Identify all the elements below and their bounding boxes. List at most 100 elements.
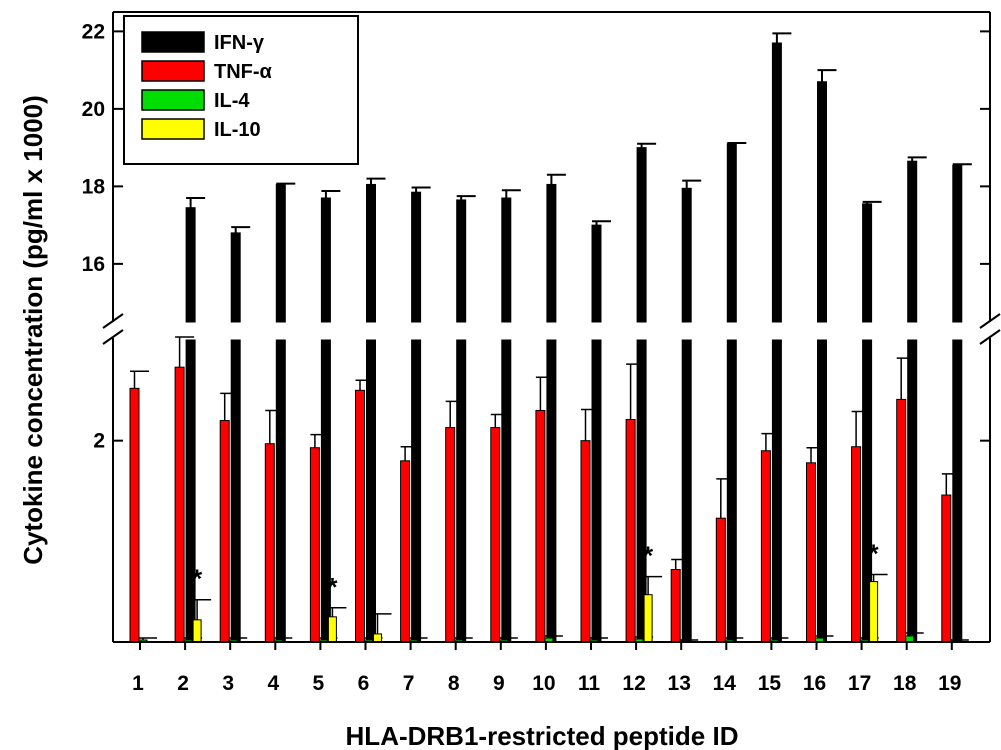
bar-tnf-alpha-3 [219, 420, 230, 643]
bar-ifn-gamma-lower-19 [952, 339, 963, 643]
bar-tnf-alpha-12 [625, 419, 636, 643]
legend: IFN-γ TNF-α IL-4 IL-10 [123, 15, 359, 165]
bar-ifn-gamma-11 [591, 224, 602, 323]
x-tick-label: 6 [358, 672, 370, 695]
x-tick-label: 11 [578, 672, 601, 695]
bar-ifn-gamma-8 [456, 199, 467, 323]
legend-label: IL-4 [214, 90, 250, 112]
bar-ifn-gamma-12 [636, 147, 647, 323]
bar-ifn-gamma-lower-10 [546, 339, 557, 643]
bar-tnf-alpha-4 [264, 443, 275, 643]
x-tick-label: 15 [758, 672, 782, 695]
significance-star: * [192, 564, 203, 594]
bar-ifn-gamma-lower-15 [771, 339, 782, 643]
x-tick-label: 10 [532, 672, 555, 695]
bar-tnf-alpha-1 [129, 387, 140, 643]
y-tick-label: 20 [82, 98, 105, 121]
axis-break-mark [979, 329, 1001, 345]
bar-ifn-gamma-3 [230, 232, 241, 323]
x-tick-label: 18 [893, 672, 917, 695]
x-tick-label: 5 [313, 672, 325, 695]
x-tick-label: 14 [713, 672, 737, 695]
bar-il-10-17 [869, 581, 879, 643]
bar-tnf-alpha-8 [445, 427, 456, 643]
y-tick-label: 18 [82, 175, 106, 198]
bar-ifn-gamma-17 [862, 203, 873, 323]
axis-break-mark [102, 313, 124, 329]
y-axis-title: Cytokine concentration (pg/ml x 1000) [18, 95, 48, 565]
significance-star: * [869, 539, 880, 569]
bar-tnf-alpha-17 [851, 446, 862, 643]
bar-ifn-gamma-10 [546, 183, 557, 323]
bar-ifn-gamma-lower-18 [907, 339, 918, 643]
x-tick-label: 13 [668, 672, 691, 695]
bar-tnf-alpha-11 [580, 440, 591, 643]
bar-tnf-alpha-13 [670, 569, 681, 643]
bar-il-10-6 [373, 633, 382, 643]
bar-tnf-alpha-2 [174, 366, 185, 643]
bar-tnf-alpha-7 [400, 460, 411, 643]
bar-ifn-gamma-16 [817, 81, 827, 323]
bar-tnf-alpha-5 [309, 447, 320, 643]
bar-ifn-gamma-lower-2 [185, 339, 196, 643]
bar-il-10-2 [192, 619, 202, 643]
legend-label: IL-10 [214, 119, 261, 141]
x-tick-label: 16 [803, 672, 826, 695]
x-tick-label: 17 [848, 672, 871, 695]
bar-ifn-gamma-19 [952, 164, 963, 323]
bar-ifn-gamma-lower-7 [411, 339, 422, 643]
bar-il-10-5 [327, 616, 337, 643]
bar-ifn-gamma-15 [771, 42, 782, 323]
bar-ifn-gamma-lower-4 [275, 339, 286, 643]
bar-ifn-gamma-14 [726, 143, 737, 323]
x-tick-label: 19 [938, 672, 961, 695]
x-tick-label: 7 [403, 672, 415, 695]
y-tick-label: 2 [93, 430, 105, 453]
legend-swatch [141, 60, 205, 82]
legend-label: TNF-α [214, 61, 273, 83]
bar-ifn-gamma-lower-13 [681, 339, 692, 643]
bar-tnf-alpha-18 [896, 398, 907, 643]
significance-star: * [643, 541, 654, 571]
bar-ifn-gamma-lower-16 [817, 339, 827, 643]
bar-ifn-gamma-lower-11 [591, 339, 602, 643]
x-tick-label: 4 [267, 672, 279, 695]
bar-ifn-gamma-18 [907, 160, 918, 323]
legend-swatch [141, 118, 205, 140]
bar-ifn-gamma-lower-14 [726, 339, 737, 643]
bar-il-10-12 [643, 594, 653, 643]
axis-break-mark [102, 329, 124, 345]
x-tick-label: 8 [448, 672, 460, 695]
x-tick-label: 12 [622, 672, 645, 695]
significance-star: * [327, 572, 338, 602]
bar-tnf-alpha-6 [355, 389, 365, 643]
bar-tnf-alpha-16 [806, 462, 816, 643]
bar-ifn-gamma-lower-8 [456, 339, 467, 643]
bar-ifn-gamma-9 [501, 197, 512, 323]
bar-ifn-gamma-13 [681, 187, 692, 323]
x-tick-label: 2 [177, 672, 189, 695]
axis-break-mark [979, 313, 1001, 329]
bar-ifn-gamma-lower-3 [230, 339, 241, 643]
bar-tnf-alpha-10 [535, 409, 546, 643]
legend-swatch [141, 89, 205, 111]
bar-ifn-gamma-lower-9 [501, 339, 512, 643]
x-axis-title: HLA-DRB1-restricted peptide ID [346, 721, 739, 750]
bar-ifn-gamma-4 [275, 183, 286, 323]
bar-tnf-alpha-9 [490, 427, 501, 643]
bar-tnf-alpha-14 [715, 517, 726, 643]
y-tick-label: 16 [82, 253, 105, 276]
bar-ifn-gamma-7 [411, 191, 422, 323]
legend-label: IFN-γ [214, 32, 265, 54]
bar-ifn-gamma-2 [185, 207, 196, 323]
legend-swatch [141, 31, 205, 53]
bar-tnf-alpha-19 [941, 494, 952, 643]
bar-ifn-gamma-5 [320, 197, 331, 323]
bar-ifn-gamma-lower-6 [366, 339, 376, 643]
x-tick-label: 3 [222, 672, 234, 695]
bar-ifn-gamma-6 [366, 183, 376, 323]
x-tick-label: 1 [132, 672, 144, 695]
bar-tnf-alpha-15 [760, 450, 771, 643]
x-tick-label: 9 [493, 672, 505, 695]
